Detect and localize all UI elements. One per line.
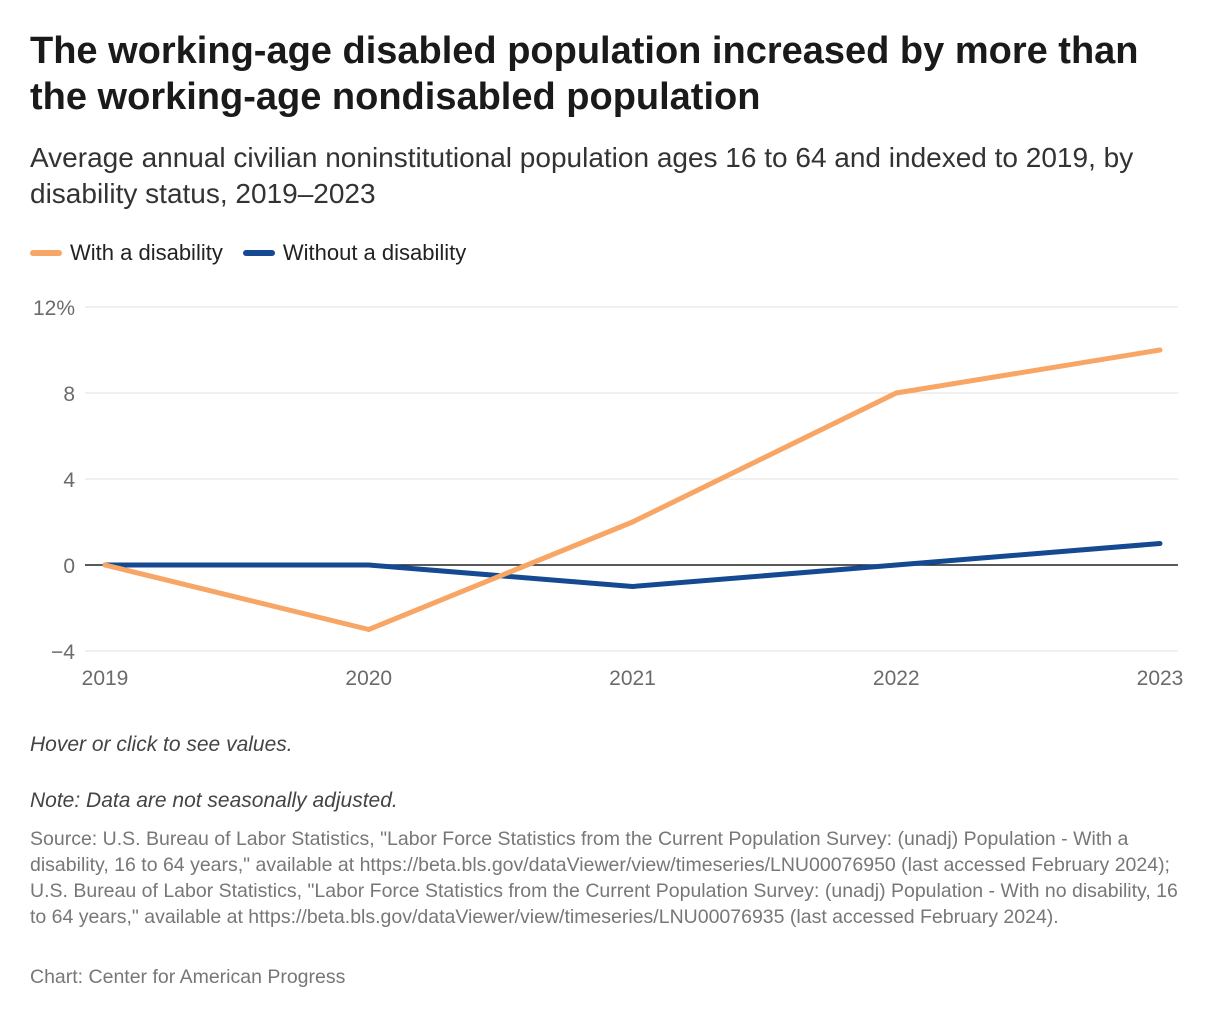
legend-item-without-disability[interactable]: Without a disability <box>242 240 467 266</box>
data-note: Note: Data are not seasonally adjusted. <box>30 789 398 812</box>
x-tick-label: 2021 <box>609 667 656 690</box>
legend-swatch-without-disability <box>242 250 275 256</box>
y-tick-label: 12% <box>33 297 75 320</box>
chart-title: The working-age disabled population incr… <box>30 30 1139 118</box>
x-tick-label: 2020 <box>345 667 392 690</box>
line-chart[interactable]: −4 0 4 8 12% 2019 2020 2021 2022 2023 <box>0 290 1220 710</box>
series-line-with-disability[interactable] <box>102 347 1163 632</box>
legend-label-without-disability: Without a disability <box>282 240 467 265</box>
source-note: Source: U.S. Bureau of Labor Statistics,… <box>30 828 1178 928</box>
hover-note: Hover or click to see values. <box>30 733 293 756</box>
series-line-without-disability[interactable] <box>102 541 1163 589</box>
y-tick-label: −4 <box>51 641 75 664</box>
legend-label-with-disability: With a disability <box>70 240 223 265</box>
y-tick-label: 4 <box>63 469 75 492</box>
x-tick-label: 2023 <box>1137 667 1184 690</box>
chart-legend: With a disability Without a disability <box>30 240 486 266</box>
legend-swatch-with-disability <box>30 250 62 256</box>
chart-credit: Chart: Center for American Progress <box>30 966 346 988</box>
x-tick-label: 2019 <box>82 667 129 690</box>
chart-subtitle: Average annual civilian noninstitutional… <box>30 142 1134 209</box>
x-tick-label: 2022 <box>873 667 920 690</box>
y-tick-label: 8 <box>63 383 75 406</box>
y-tick-label: 0 <box>63 555 75 578</box>
legend-item-with-disability[interactable]: With a disability <box>30 240 223 266</box>
